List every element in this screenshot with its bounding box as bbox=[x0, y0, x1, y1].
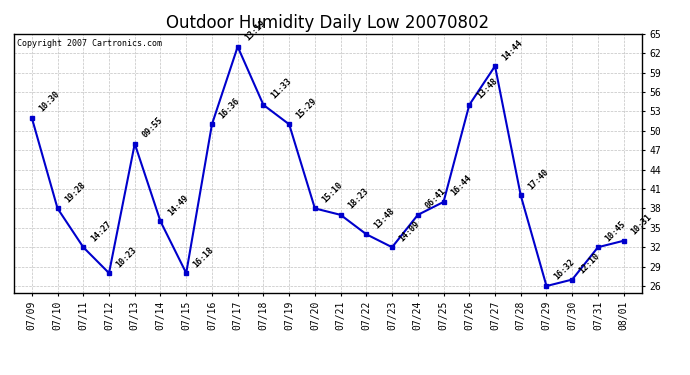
Text: 14:27: 14:27 bbox=[89, 219, 113, 243]
Text: 16:18: 16:18 bbox=[192, 245, 216, 269]
Text: 10:45: 10:45 bbox=[604, 219, 627, 243]
Text: 13:48: 13:48 bbox=[475, 77, 499, 101]
Text: 15:10: 15:10 bbox=[320, 180, 344, 204]
Text: 19:28: 19:28 bbox=[63, 180, 87, 204]
Text: 13:19: 13:19 bbox=[244, 18, 267, 42]
Text: 10:23: 10:23 bbox=[115, 245, 139, 269]
Text: 10:31: 10:31 bbox=[629, 213, 653, 237]
Text: 16:36: 16:36 bbox=[217, 96, 241, 120]
Text: Copyright 2007 Cartronics.com: Copyright 2007 Cartronics.com bbox=[17, 39, 162, 48]
Text: 16:44: 16:44 bbox=[449, 174, 473, 198]
Text: 09:55: 09:55 bbox=[140, 116, 164, 140]
Text: 16:32: 16:32 bbox=[552, 258, 576, 282]
Text: 13:48: 13:48 bbox=[372, 206, 396, 230]
Text: 18:23: 18:23 bbox=[346, 187, 371, 211]
Text: 14:44: 14:44 bbox=[500, 38, 524, 62]
Text: 14:09: 14:09 bbox=[397, 219, 422, 243]
Text: 12:10: 12:10 bbox=[578, 251, 602, 275]
Text: 06:41: 06:41 bbox=[424, 187, 447, 211]
Title: Outdoor Humidity Daily Low 20070802: Outdoor Humidity Daily Low 20070802 bbox=[166, 14, 489, 32]
Text: 11:33: 11:33 bbox=[269, 77, 293, 101]
Text: 14:49: 14:49 bbox=[166, 193, 190, 217]
Text: 15:29: 15:29 bbox=[295, 96, 319, 120]
Text: 10:30: 10:30 bbox=[37, 90, 61, 114]
Text: 17:40: 17:40 bbox=[526, 167, 551, 191]
